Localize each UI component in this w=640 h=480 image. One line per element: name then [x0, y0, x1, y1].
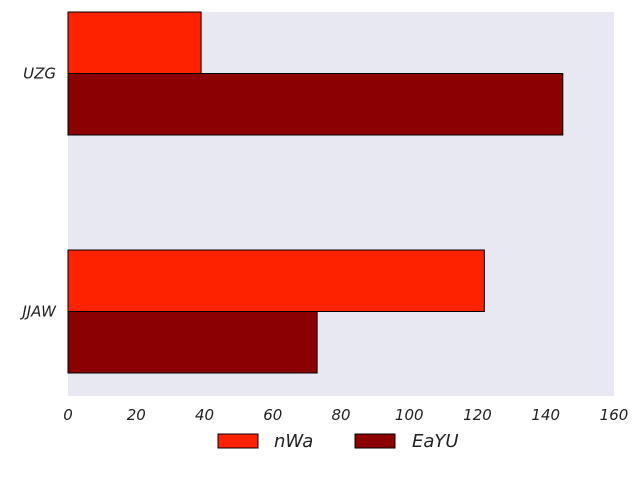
legend-label-EaYU: EaYU: [412, 431, 459, 452]
x-tick-label-20: 20: [127, 406, 146, 424]
x-tick-label-80: 80: [331, 406, 350, 424]
x-tick-label-40: 40: [195, 406, 214, 424]
legend-label-nWa: nWa: [274, 431, 313, 452]
legend-swatch-EaYU: [354, 433, 396, 449]
x-tick-label-160: 160: [600, 406, 629, 424]
bar-EaYU-JJAW: [67, 311, 318, 374]
y-tick-label-UZG: UZG: [23, 65, 56, 83]
bar-nWa-JJAW: [67, 249, 485, 312]
y-axis-tick-labels: UZG JJAW: [19, 65, 57, 321]
x-tick-label-60: 60: [263, 406, 282, 424]
x-tick-label-100: 100: [395, 406, 424, 424]
x-tick-label-0: 0: [63, 406, 73, 424]
bar-nWa-UZG: [67, 11, 202, 74]
x-tick-label-140: 140: [531, 406, 560, 424]
x-axis-tick-labels: 0 20 40 60 80 100 120 140 160: [63, 406, 628, 424]
bar-EaYU-UZG: [67, 73, 564, 136]
bars-layer: [67, 11, 564, 374]
x-tick-label-120: 120: [463, 406, 492, 424]
legend-swatch-nWa: [217, 433, 259, 449]
legend: nWa EaYU: [217, 431, 459, 452]
y-tick-label-JJAW: JJAW: [19, 303, 57, 321]
